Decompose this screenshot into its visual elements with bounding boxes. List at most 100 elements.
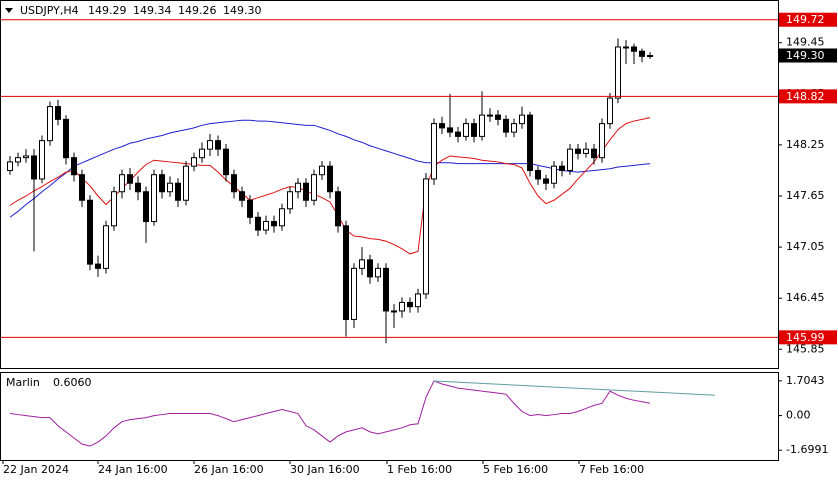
x-tick-label: 7 Feb 16:00 [579, 463, 644, 476]
candle-body [23, 155, 29, 159]
candle-body [535, 169, 541, 180]
candle-body [359, 259, 365, 269]
candle-body [567, 148, 573, 171]
candle-body [231, 174, 237, 193]
x-tick-label: 22 Jan 2024 [3, 463, 69, 476]
candle-body [183, 165, 189, 201]
candle-body [343, 225, 349, 320]
level-label-box [779, 330, 837, 345]
candle-body [423, 178, 429, 295]
candle-body [583, 148, 589, 154]
plot [1, 19, 778, 447]
candle-body [335, 191, 341, 227]
candle-body [615, 46, 621, 99]
candle-body [167, 182, 173, 193]
candle-body [511, 123, 517, 133]
candle-body [55, 106, 61, 120]
candle-body [631, 46, 637, 52]
candle-body [263, 221, 269, 231]
x-tick-label: 30 Jan 16:00 [290, 463, 360, 476]
candle-body [439, 123, 445, 129]
x-tick-label: 1 Feb 16:00 [387, 463, 452, 476]
trendline [433, 380, 716, 396]
candle-body [383, 267, 389, 312]
candle-body [311, 174, 317, 201]
candle-body [455, 131, 461, 137]
quote: 149.26 [178, 4, 217, 17]
x-tick-label: 24 Jan 16:00 [98, 463, 168, 476]
candle-body [543, 178, 549, 184]
candle-body [591, 148, 597, 159]
candle-body [7, 161, 13, 171]
candle-body [79, 174, 85, 201]
candle-body [647, 54, 653, 57]
indicator-line [9, 380, 651, 447]
quote: 149.29 [88, 4, 127, 17]
level-label-box [779, 12, 837, 27]
candle-body [215, 140, 221, 150]
candle-body [15, 157, 21, 163]
candle-body [31, 155, 37, 180]
candle-body [255, 216, 261, 231]
level-label: 148.82 [786, 90, 825, 103]
y-tick-label: 148.25 [786, 138, 825, 151]
candle-body [375, 267, 381, 278]
candle-body [159, 174, 165, 193]
candle-body [63, 118, 69, 159]
candle-body [519, 114, 525, 125]
indicator-name: Marlin [6, 376, 40, 389]
candle-body [391, 310, 397, 313]
candle-body [199, 148, 205, 159]
candle-body [495, 114, 501, 120]
candle-body [71, 157, 77, 176]
y-tick-label: 147.65 [786, 189, 825, 202]
candle-body [247, 199, 253, 218]
level-label: 145.99 [786, 331, 825, 344]
quote: 149.30 [223, 4, 262, 17]
candle-body [447, 127, 453, 133]
candle-body [479, 114, 485, 137]
indicator-value: 0.6060 [53, 376, 92, 389]
y-tick-label: 146.45 [786, 291, 825, 304]
candle-body [207, 140, 213, 150]
candle-body [607, 97, 613, 125]
level-label: 149.72 [786, 13, 825, 26]
collapse-icon [5, 8, 13, 13]
candle-body [639, 50, 645, 57]
candle-body [87, 199, 93, 265]
candle-body [319, 165, 325, 176]
candle-body [143, 191, 149, 223]
candle-body [575, 148, 581, 154]
candle-body [367, 259, 373, 278]
level-label-box [779, 89, 837, 104]
candle-body [351, 267, 357, 320]
price-label: 149.30 [786, 49, 825, 62]
candle-body [399, 301, 405, 312]
y2-tick-label: 1.7043 [786, 374, 825, 387]
candle-body [151, 174, 157, 223]
candle-body [287, 191, 293, 210]
quote: 149.34 [133, 4, 172, 17]
candle-body [303, 182, 309, 201]
candle-body [127, 174, 133, 184]
candle-body [111, 191, 117, 227]
y-tick-label: 149.45 [786, 36, 825, 49]
candle-body [279, 208, 285, 227]
x-tick-label: 5 Feb 16:00 [483, 463, 548, 476]
candle-body [599, 123, 605, 159]
x-tick-label: 26 Jan 16:00 [194, 463, 264, 476]
candle-body [95, 263, 101, 269]
indicator-panel [0, 372, 779, 461]
candle-body [487, 114, 493, 117]
candle-body [47, 106, 53, 142]
y-tick-label: 147.05 [786, 240, 825, 253]
candle-body [135, 182, 141, 193]
candle-body [175, 182, 181, 201]
candle-body [559, 165, 565, 171]
moving-average [9, 119, 651, 218]
candle-body [623, 46, 629, 49]
candle-body [191, 157, 197, 167]
main-panel [0, 0, 779, 369]
candle-body [271, 221, 277, 227]
